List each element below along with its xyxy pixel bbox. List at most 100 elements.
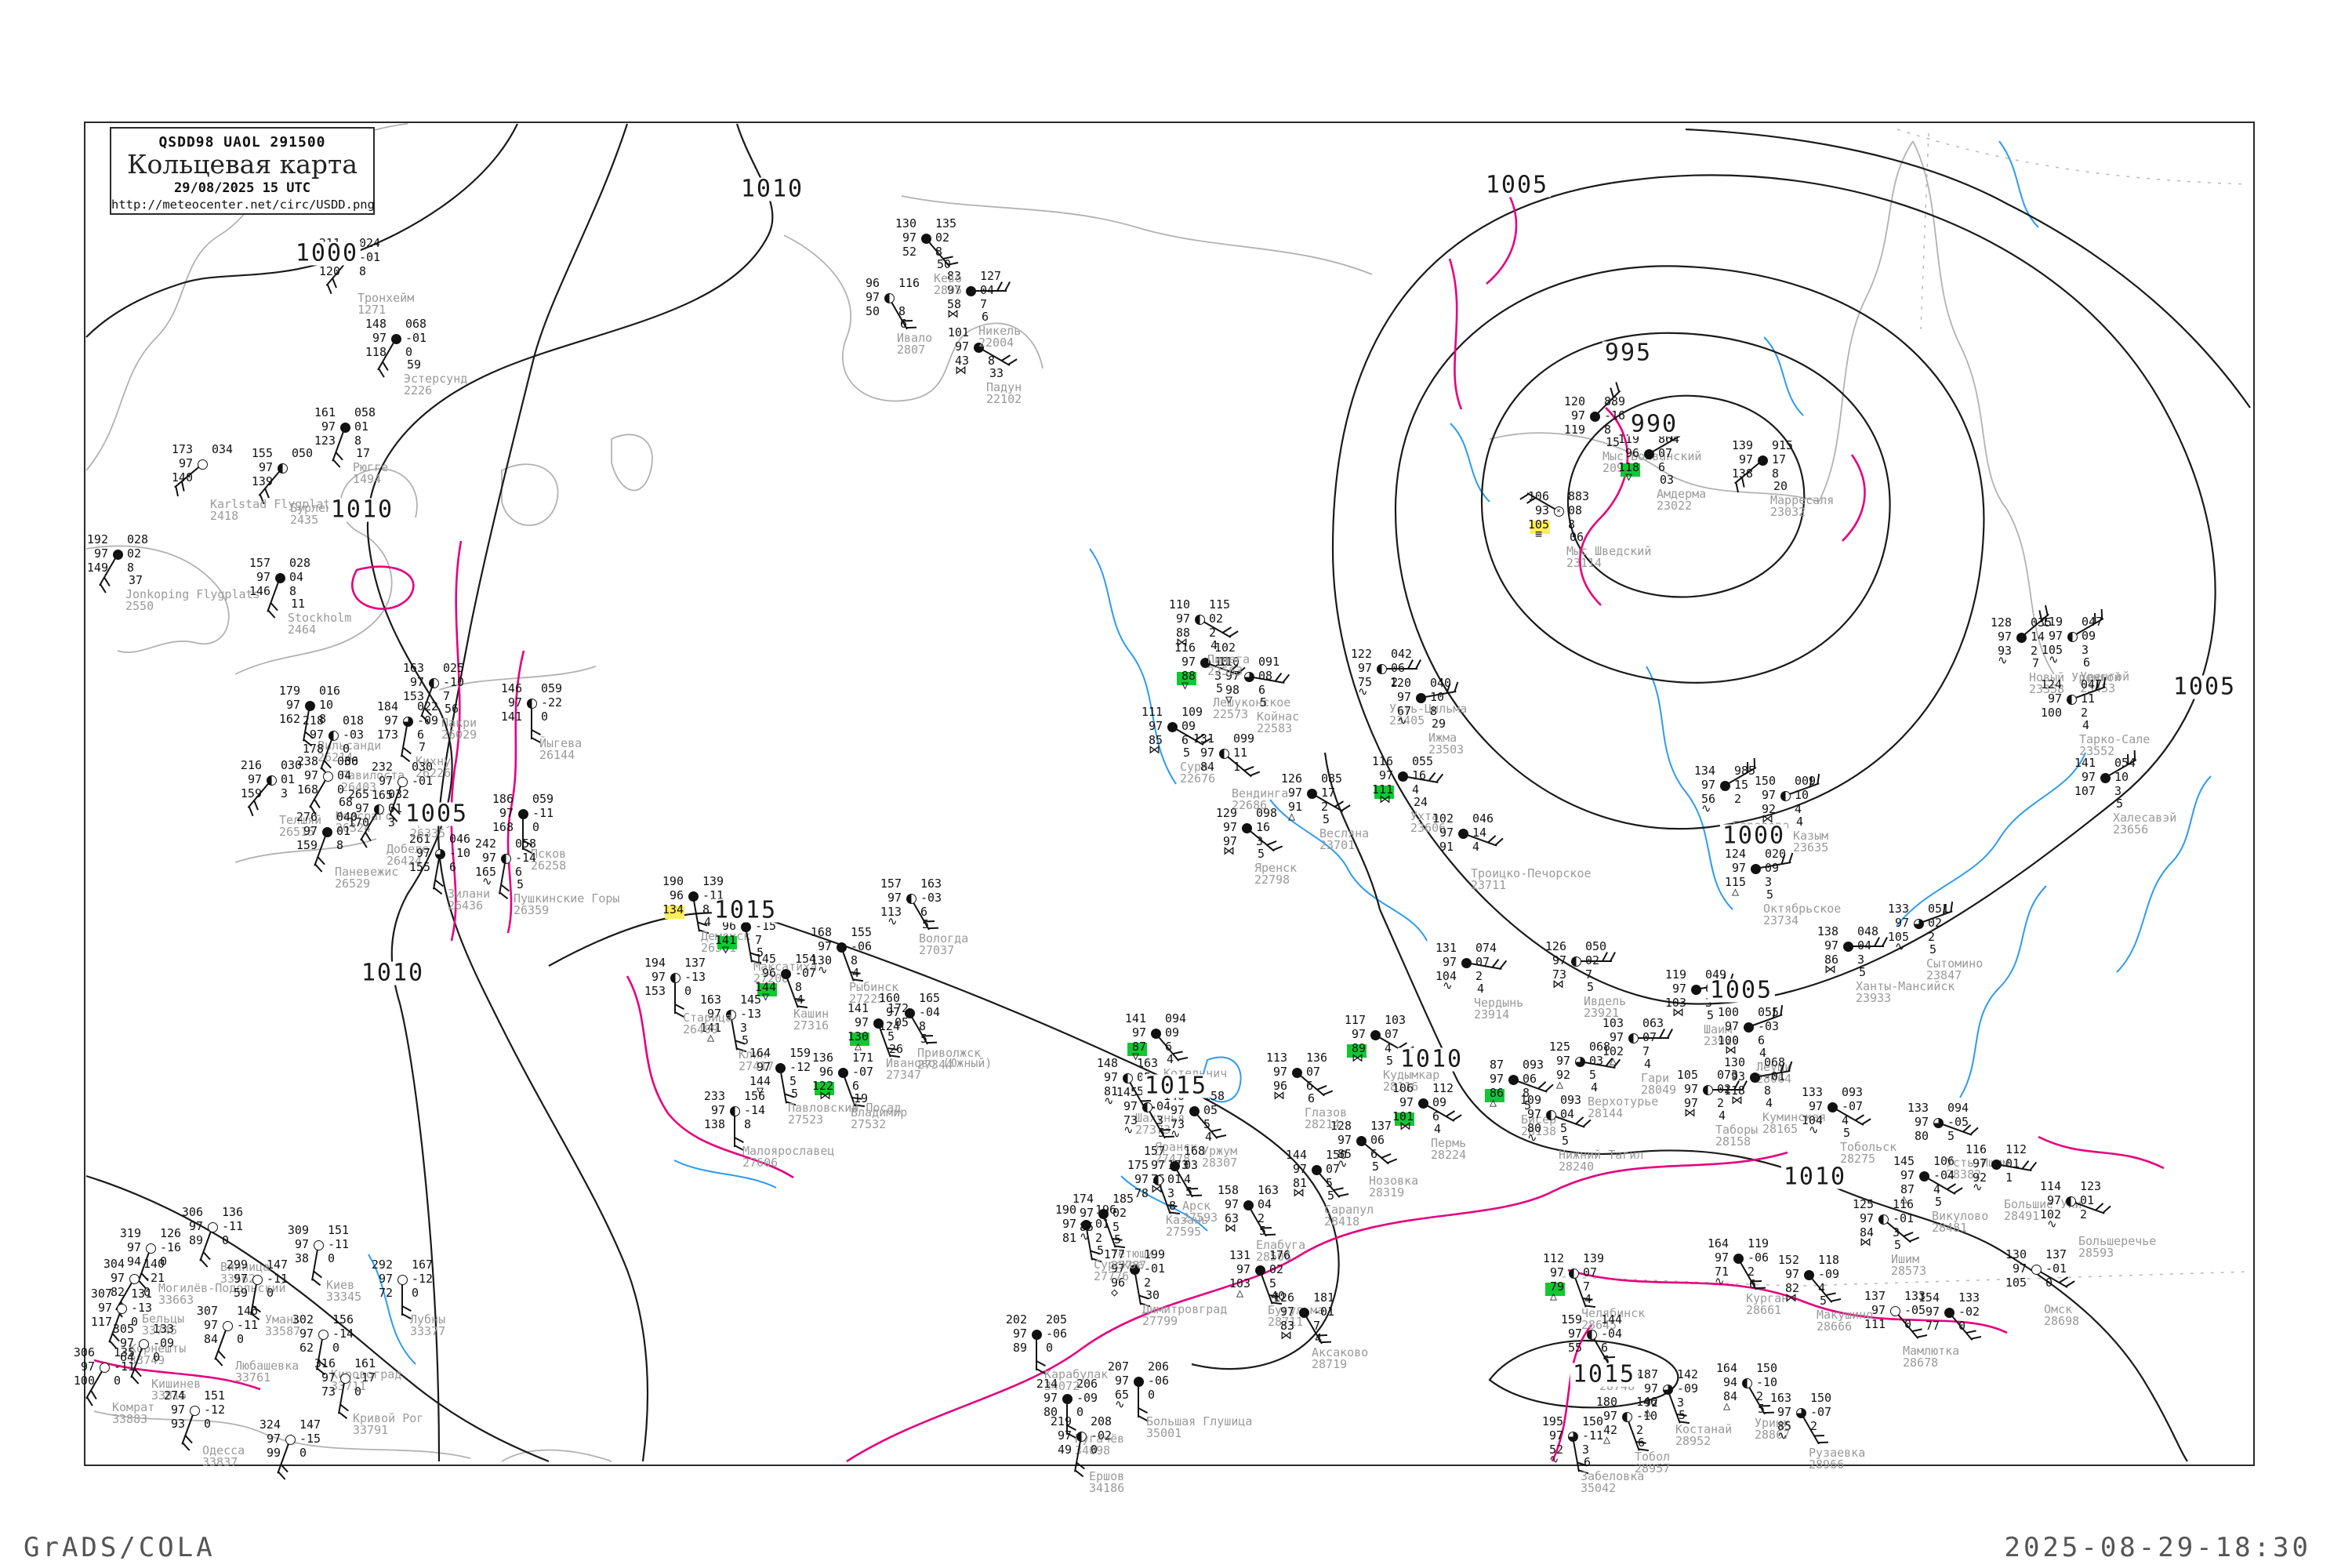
station-name: Падун xyxy=(986,380,1022,394)
weather-group-value: 6 xyxy=(982,310,989,324)
temperature-value: 163 xyxy=(1769,1391,1791,1405)
weather-symbol-icon: ⋈ xyxy=(1762,811,1773,826)
station-highlight xyxy=(1621,463,1640,477)
cloud-cover-icon xyxy=(1254,1265,1265,1276)
weather-symbol-icon: ∿ xyxy=(1973,1180,1983,1194)
cloud-cover-icon xyxy=(2100,772,2111,783)
station-id: 23358 xyxy=(2029,682,2065,696)
pressure-tendency-value: -14 xyxy=(744,1103,766,1117)
station-id: 2805 xyxy=(934,283,963,297)
station-id: 28158 xyxy=(1715,1134,1751,1149)
cloud-amount-value: 2 xyxy=(1734,792,1742,806)
cloud-amount-value: 3 xyxy=(1765,875,1773,889)
station-name: Кривой Рог xyxy=(353,1411,424,1425)
wind-barb-tick xyxy=(217,1350,226,1359)
weather-group-value: 06 xyxy=(1570,530,1584,544)
pressure-tendency-value: -03 xyxy=(343,728,365,742)
station-id: 26226 xyxy=(416,766,452,780)
cloud-amount-value: 3 xyxy=(388,815,396,829)
station-id: 23847 xyxy=(1926,968,1962,982)
pressure-value: 115 xyxy=(1209,597,1231,612)
cloud-amount-value: 2 xyxy=(1144,1276,1152,1290)
cloud-amount-value: 4 xyxy=(1385,1041,1392,1055)
wind-barb-tick xyxy=(1338,1193,1349,1197)
cloud-cover-icon xyxy=(116,1303,127,1314)
front-line xyxy=(351,565,415,610)
station-name: Викулово xyxy=(1932,1209,1989,1223)
cloud-amount-value: 2 xyxy=(1258,1211,1265,1225)
pressure-value: 137 xyxy=(2045,1247,2067,1261)
weather-group-value: 56 xyxy=(445,702,459,716)
humidity-value: 97 xyxy=(946,283,961,297)
station-name: Малоярославец xyxy=(742,1144,835,1158)
pressure-value: 136 xyxy=(1306,1051,1328,1065)
cloud-amount-value: 8 xyxy=(127,561,135,575)
pressure-tendency-value: 02 xyxy=(1928,916,1943,930)
pressure-value: 163 xyxy=(1258,1183,1279,1197)
station-id: 26144 xyxy=(539,748,575,762)
wind-barb-tick xyxy=(2045,604,2049,615)
humidity-value: 97 xyxy=(1181,655,1196,669)
pressure-tendency-value: 07 xyxy=(1306,1065,1321,1079)
wind-barb-tick xyxy=(1953,1187,1963,1194)
temperature-value: 168 xyxy=(810,925,832,939)
station-id: 28593 xyxy=(2078,1246,2114,1260)
humidity-value: 97 xyxy=(1731,861,1746,875)
dewpoint-value: 153 xyxy=(644,984,666,998)
humidity-value: 97 xyxy=(1548,1428,1563,1443)
cloud-amount-value: 2 xyxy=(1391,675,1399,689)
station-name: Павилоста xyxy=(341,768,405,782)
pressure-value: 055 xyxy=(1412,754,1434,768)
station-name: Димитровград xyxy=(1142,1302,1228,1316)
dewpoint-value: 87 xyxy=(1131,1040,1146,1054)
cloud-cover-icon xyxy=(904,1007,915,1018)
cloud-cover-icon xyxy=(973,342,984,353)
humidity-value: 97 xyxy=(1123,1099,1138,1113)
station-id: 22563 xyxy=(1207,664,1243,678)
weather-symbol-icon: ⋈ xyxy=(1860,1235,1871,1249)
dewpoint-value: 115 xyxy=(1724,875,1746,889)
weather-symbol-icon: ⋈ xyxy=(1176,635,1188,649)
cloud-cover-icon xyxy=(1827,1102,1838,1112)
humidity-value: 97 xyxy=(1914,1115,1929,1129)
weather-symbol-icon: ∿ xyxy=(1777,1428,1788,1443)
temperature-value: 133 xyxy=(1887,902,1909,916)
station-id: 28957 xyxy=(1635,1461,1671,1475)
station-id: 28661 xyxy=(1746,1303,1782,1317)
wind-barb-tick xyxy=(1210,1128,1221,1133)
weather-symbol-icon: ∿ xyxy=(1104,1094,1114,1108)
dewpoint-value: 82 xyxy=(110,1285,125,1299)
weather-group-value: 5 xyxy=(1894,1238,1902,1252)
wind-barb-tick xyxy=(531,729,541,735)
cloud-cover-icon xyxy=(1628,1033,1639,1044)
pressure-value: 167 xyxy=(412,1258,434,1272)
weather-group-value: 6 xyxy=(1638,1436,1646,1450)
dewpoint-value: 100 xyxy=(1717,1033,1739,1047)
dewpoint-value: 82 xyxy=(1784,1281,1799,1295)
cloud-amount-value: 5 xyxy=(1269,1276,1277,1290)
isobar-value-label: 1005 xyxy=(2170,675,2239,699)
station-id: 33815 xyxy=(151,1388,187,1403)
map-frame xyxy=(84,122,2255,1466)
station-name: Троицко-Печорское xyxy=(1471,866,1592,880)
wind-barb-tick xyxy=(2102,1205,2111,1214)
isobar-value-label: 1000 xyxy=(1719,824,1788,848)
pressure-tendency-value: 04 xyxy=(1258,1197,1272,1211)
pressure-value: 099 xyxy=(1233,731,1255,746)
pressure-value: 106 xyxy=(1933,1154,1955,1168)
wind-barb-tick xyxy=(1272,845,1283,851)
humidity-value: 97 xyxy=(1609,1030,1624,1044)
station-id: 28382 xyxy=(1946,1167,1982,1181)
humidity-value: 97 xyxy=(1552,953,1566,967)
temperature-value: 304 xyxy=(103,1257,125,1271)
dewpoint-value: 173 xyxy=(376,728,398,742)
wind-barb-tick xyxy=(339,1403,349,1412)
weather-group-value: 5 xyxy=(922,917,930,931)
station-id: 28319 xyxy=(1369,1185,1405,1200)
wind-barb-tick xyxy=(927,927,939,930)
cloud-cover-icon xyxy=(1150,1028,1161,1039)
weather-symbol-icon: ⋈ xyxy=(1552,977,1564,991)
weather-symbol-icon: ⋈ xyxy=(1352,1051,1363,1065)
wind-barb-tick xyxy=(1861,1118,1871,1125)
station-id: 23711 xyxy=(1471,878,1507,892)
